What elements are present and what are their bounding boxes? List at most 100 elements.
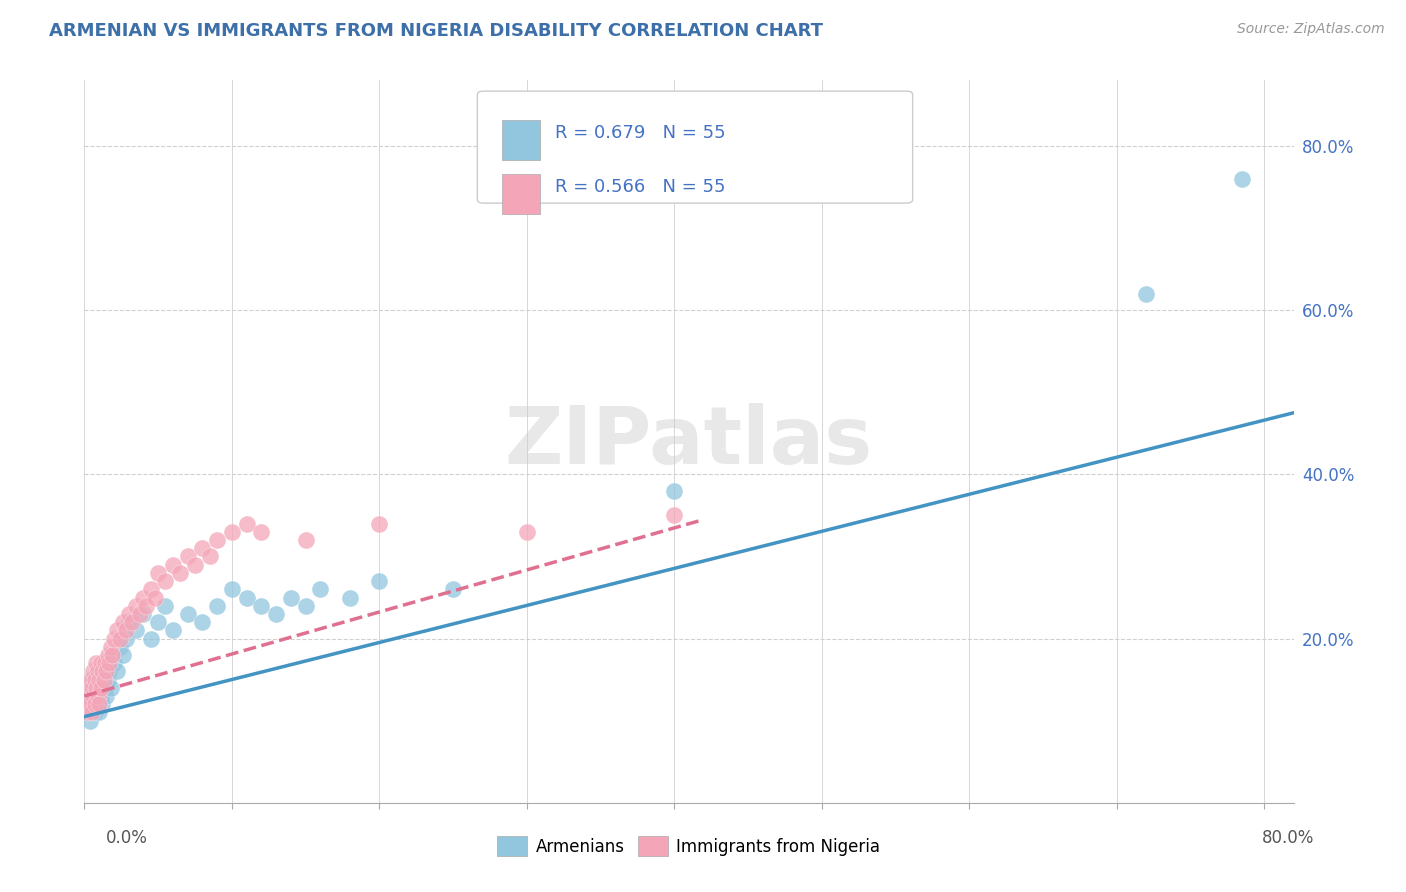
Point	[132, 607, 155, 621]
Point	[143, 591, 166, 605]
Point	[125, 624, 148, 638]
Point	[96, 665, 118, 679]
Point	[111, 648, 134, 662]
Point	[87, 706, 110, 720]
Point	[82, 689, 104, 703]
Text: R = 0.679   N = 55: R = 0.679 N = 55	[555, 124, 725, 142]
Point	[198, 549, 221, 564]
Text: 0.0%: 0.0%	[105, 829, 148, 847]
Point	[90, 657, 112, 671]
Point	[97, 673, 120, 687]
Point	[176, 549, 198, 564]
Point	[294, 533, 316, 547]
Point	[221, 524, 243, 539]
Text: R = 0.566   N = 55: R = 0.566 N = 55	[555, 178, 725, 196]
Point	[98, 665, 121, 679]
Point	[135, 599, 157, 613]
Point	[117, 615, 139, 630]
Point	[90, 665, 112, 679]
Point	[250, 524, 273, 539]
Point	[516, 524, 538, 539]
Point	[80, 706, 103, 720]
Point	[280, 591, 302, 605]
Point	[86, 689, 108, 703]
Point	[339, 591, 361, 605]
Point	[83, 673, 105, 687]
Point	[103, 657, 125, 671]
Point	[86, 665, 108, 679]
Point	[94, 657, 117, 671]
Point	[80, 706, 103, 720]
Point	[90, 681, 112, 695]
Point	[76, 706, 98, 720]
Point	[176, 607, 198, 621]
Point	[103, 632, 125, 646]
Text: 80.0%: 80.0%	[1263, 829, 1315, 847]
Point	[91, 698, 114, 712]
FancyBboxPatch shape	[502, 120, 540, 160]
Point	[191, 541, 214, 556]
Point	[117, 607, 139, 621]
Text: ARMENIAN VS IMMIGRANTS FROM NIGERIA DISABILITY CORRELATION CHART: ARMENIAN VS IMMIGRANTS FROM NIGERIA DISA…	[49, 22, 823, 40]
Point	[132, 591, 155, 605]
Point	[235, 591, 257, 605]
Point	[111, 615, 134, 630]
Point	[96, 657, 118, 671]
Point	[664, 483, 686, 498]
Point	[87, 681, 110, 695]
Point	[93, 681, 115, 695]
Point	[205, 599, 228, 613]
Point	[191, 615, 214, 630]
Point	[129, 607, 152, 621]
Point	[121, 615, 143, 630]
Point	[264, 607, 287, 621]
Point	[84, 657, 107, 671]
Point	[93, 673, 115, 687]
Point	[87, 698, 110, 712]
Y-axis label: Disability: Disability	[0, 406, 7, 477]
Point	[235, 516, 257, 531]
Point	[114, 632, 136, 646]
Point	[83, 706, 105, 720]
Point	[155, 599, 177, 613]
Point	[221, 582, 243, 597]
Point	[96, 689, 118, 703]
Point	[108, 640, 131, 654]
Point	[146, 615, 169, 630]
Point	[80, 681, 103, 695]
Point	[139, 632, 162, 646]
FancyBboxPatch shape	[478, 91, 912, 203]
Point	[125, 599, 148, 613]
Point	[108, 632, 131, 646]
Point	[97, 648, 120, 662]
Point	[98, 657, 121, 671]
Point	[84, 681, 107, 695]
Point	[82, 665, 104, 679]
Point	[94, 665, 117, 679]
Point	[162, 558, 184, 572]
Point	[1230, 171, 1253, 186]
Point	[139, 582, 162, 597]
Point	[184, 558, 207, 572]
Point	[169, 566, 191, 580]
Point	[84, 698, 107, 712]
Point	[79, 698, 101, 712]
Point	[76, 698, 98, 712]
Point	[82, 673, 104, 687]
Point	[368, 574, 391, 588]
Text: ZIPatlas: ZIPatlas	[505, 402, 873, 481]
Point	[77, 689, 100, 703]
Point	[1135, 286, 1157, 301]
Point	[664, 508, 686, 523]
Point	[91, 673, 114, 687]
Point	[80, 681, 103, 695]
Point	[100, 640, 122, 654]
FancyBboxPatch shape	[502, 174, 540, 214]
Point	[250, 599, 273, 613]
Point	[205, 533, 228, 547]
Point	[105, 624, 128, 638]
Text: Source: ZipAtlas.com: Source: ZipAtlas.com	[1237, 22, 1385, 37]
Point	[82, 698, 104, 712]
Point	[86, 665, 108, 679]
Point	[79, 673, 101, 687]
